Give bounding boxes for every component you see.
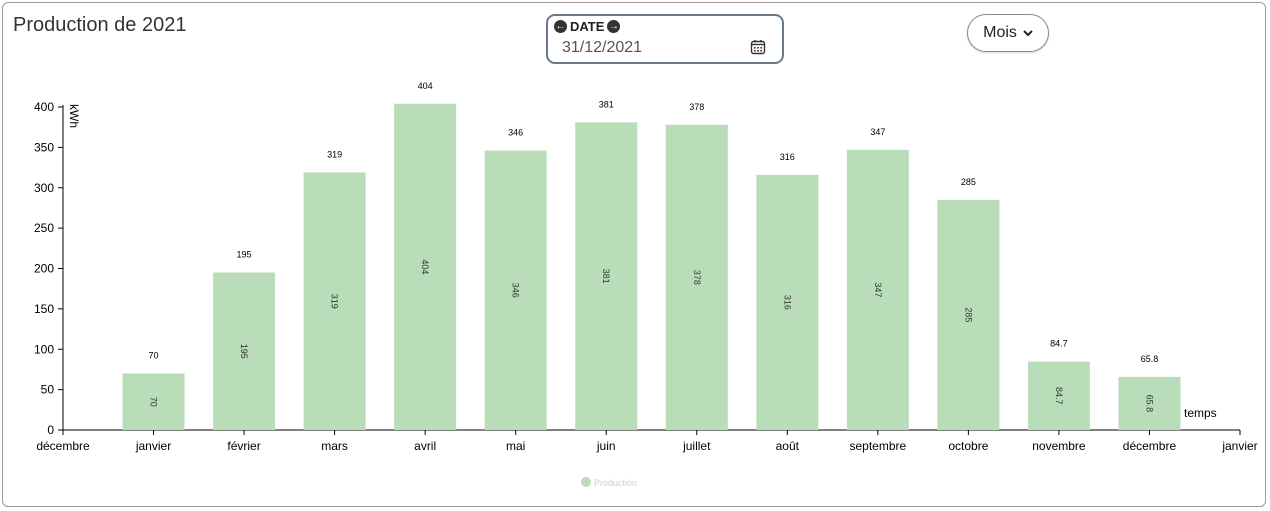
date-picker-header: ← DATE → bbox=[554, 19, 621, 34]
period-select-value: Mois bbox=[983, 24, 1017, 41]
date-label: DATE bbox=[570, 19, 605, 34]
period-select[interactable]: Mois bbox=[967, 14, 1049, 52]
arrow-right-circle-icon[interactable]: → bbox=[607, 20, 621, 33]
chevron-down-icon bbox=[1023, 29, 1033, 36]
page-title: Production de 2021 bbox=[13, 14, 187, 36]
date-input[interactable] bbox=[562, 39, 732, 57]
date-picker[interactable]: ← DATE → bbox=[546, 14, 784, 64]
arrow-left-circle-icon[interactable]: ← bbox=[554, 20, 567, 33]
calendar-icon[interactable] bbox=[750, 39, 766, 60]
